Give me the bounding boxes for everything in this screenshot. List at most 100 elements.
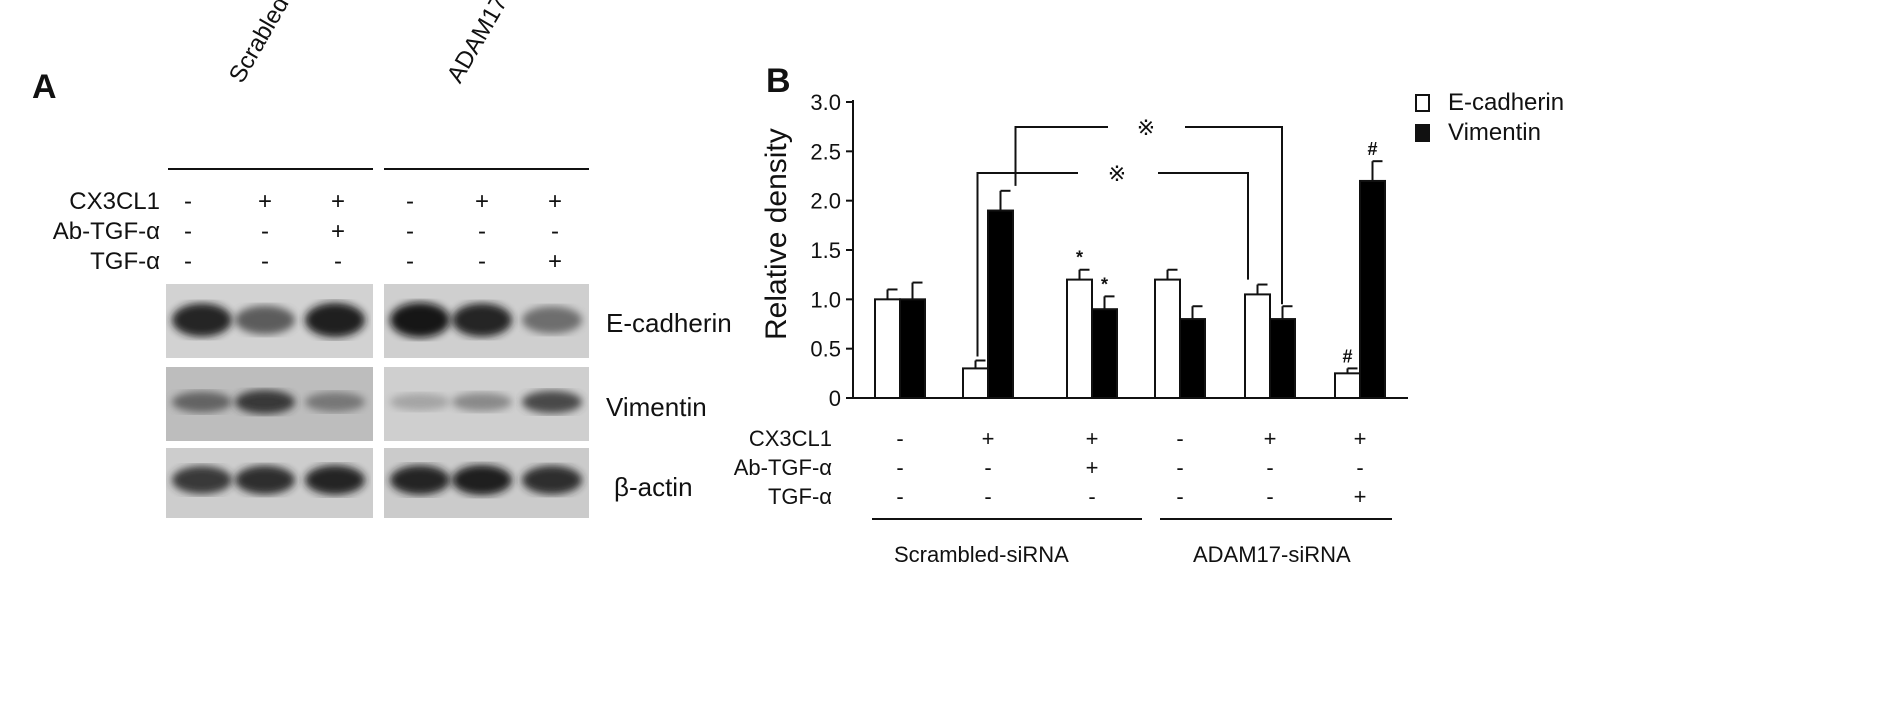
sign: + [330, 188, 345, 215]
b-group-label-scrambled: Scrambled-siRNA [894, 542, 1069, 567]
sign: - [1176, 426, 1184, 451]
sign: - [1176, 455, 1184, 480]
blot-band [172, 303, 232, 337]
significance-mark: # [1342, 346, 1352, 366]
sign: + [1353, 484, 1367, 509]
sign: - [406, 218, 414, 245]
legend-label-ecadherin: E-cadherin [1448, 89, 1565, 116]
sign: - [984, 455, 992, 480]
sign: - [984, 484, 992, 509]
sign: - [1176, 484, 1184, 509]
sign: - [1088, 484, 1096, 509]
b-treatment-label-cx3cl1: CX3CL1 [748, 426, 832, 451]
panel-b-letter: B [766, 62, 791, 100]
blot-band [305, 392, 365, 412]
bar-vimentin [1359, 179, 1386, 399]
bar-ecadherin [1334, 372, 1361, 400]
sign: + [1085, 455, 1099, 480]
significance-mark: # [1367, 139, 1377, 159]
sign: + [1353, 426, 1367, 451]
bar-vimentin [1269, 318, 1296, 400]
y-tick-label: 2.0 [810, 189, 841, 214]
sign: - [406, 188, 414, 215]
sign: - [896, 484, 904, 509]
significance-mark: * [1076, 248, 1083, 268]
sign: - [478, 248, 486, 275]
sign: + [474, 188, 489, 215]
blot-band [390, 465, 450, 495]
b-treatment-label-ab-tgf: Ab-TGF-α [733, 455, 832, 480]
sign: - [551, 218, 559, 245]
group-divider-scrambled [168, 168, 373, 170]
blot-band [390, 302, 450, 338]
blot-band [235, 305, 295, 335]
chart-legend: E-cadherin Vimentin [1415, 88, 1564, 148]
sign: - [1266, 484, 1274, 509]
sign: - [406, 248, 414, 275]
blot-band [305, 465, 365, 495]
blot-label-vimentin: Vimentin [606, 392, 707, 422]
blot-band [235, 390, 295, 414]
sign: + [1263, 426, 1277, 451]
significance-bracket [1158, 172, 1249, 280]
b-group-divider-scrambled [872, 518, 1142, 520]
sign: - [896, 455, 904, 480]
bar-ecadherin [1154, 278, 1181, 400]
blot-band [452, 303, 512, 337]
sign: - [334, 248, 342, 275]
sign: - [184, 218, 192, 245]
b-group-label-adam17: ADAM17-siRNA [1193, 542, 1351, 567]
blot-band [522, 465, 582, 495]
sign: + [1085, 426, 1099, 451]
y-tick-label: 1.5 [810, 238, 841, 263]
bar-vimentin [987, 209, 1014, 399]
y-tick-label: 3.0 [810, 90, 841, 115]
y-axis-label-text: Relative density [760, 128, 793, 340]
bar-ecadherin [1244, 293, 1271, 399]
sign: + [547, 248, 562, 275]
sign: - [478, 218, 486, 245]
treatment-label-ab-tgf: Ab-TGF-α [52, 218, 160, 245]
sign: - [896, 426, 904, 451]
panel-a-letter: A [32, 68, 57, 106]
significance-symbol: ※ [1108, 161, 1126, 186]
blot-band [172, 466, 232, 494]
blot-band [452, 464, 512, 496]
blot-band [522, 390, 582, 414]
significance-symbol: ※ [1137, 115, 1155, 140]
sign: + [330, 218, 345, 245]
blot-band [172, 391, 232, 413]
significance-bracket [976, 172, 1078, 357]
legend-swatch-vimentin [1415, 124, 1430, 142]
blot-band [522, 306, 582, 334]
blot-band [235, 465, 295, 495]
treatment-label-tgf: TGF-α [90, 248, 160, 275]
significance-mark: * [1101, 274, 1108, 294]
y-tick-label: 1.0 [810, 287, 841, 312]
sign: - [184, 188, 192, 215]
sign: - [261, 248, 269, 275]
legend-label-vimentin: Vimentin [1448, 119, 1541, 146]
blot-band [452, 392, 512, 412]
significance-bracket [1014, 126, 1108, 186]
bar-vimentin [1179, 318, 1206, 400]
blot-label-beta-actin: β-actin [614, 472, 693, 502]
western-blot-image [166, 284, 589, 518]
sign: + [257, 188, 272, 215]
y-tick-label: 0.5 [810, 337, 841, 362]
blot-band [305, 302, 365, 338]
group-divider-adam17 [384, 168, 589, 170]
treatment-label-cx3cl1: CX3CL1 [69, 188, 160, 215]
b-treatment-label-tgf: TGF-α [767, 484, 832, 509]
sign: + [547, 188, 562, 215]
bar-ecadherin [962, 367, 989, 399]
bar-vimentin [1091, 308, 1118, 400]
blot-label-ecadherin: E-cadherin [606, 308, 732, 338]
sign: - [184, 248, 192, 275]
sign: - [1356, 455, 1364, 480]
significance-bracket [1185, 126, 1283, 305]
y-tick-label: 2.5 [810, 139, 841, 164]
blot-band [390, 393, 450, 411]
bar-ecadherin [1066, 278, 1093, 400]
